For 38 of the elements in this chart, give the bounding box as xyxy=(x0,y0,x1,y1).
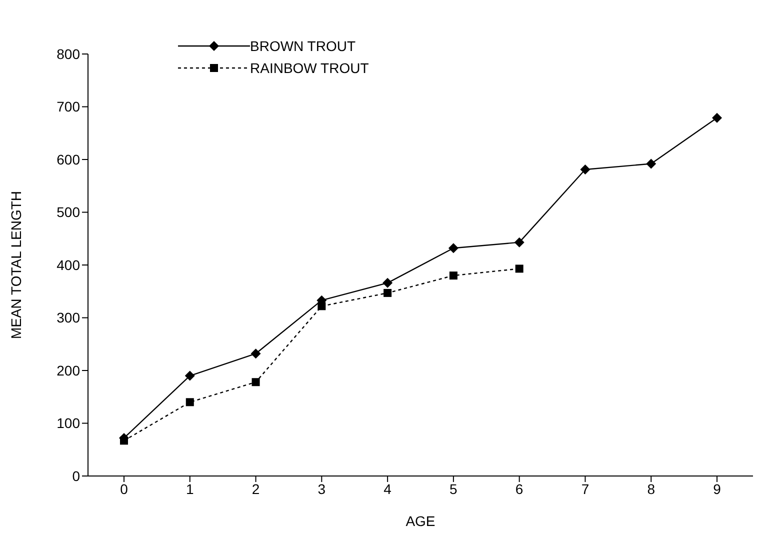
x-axis-title: AGE xyxy=(406,513,436,529)
legend-label: BROWN TROUT xyxy=(250,38,356,54)
point xyxy=(250,348,261,359)
point xyxy=(318,302,326,310)
y-tick-label: 0 xyxy=(72,468,80,484)
y-tick-label: 500 xyxy=(56,204,80,220)
x-tick-label: 7 xyxy=(581,480,590,497)
x-tick-label: 6 xyxy=(515,480,524,497)
point xyxy=(712,112,722,123)
point xyxy=(252,378,260,386)
point xyxy=(448,243,458,254)
y-tick-label: 100 xyxy=(56,415,80,432)
x-tick-label: 1 xyxy=(186,480,194,497)
x-tick-label: 2 xyxy=(252,480,260,497)
point xyxy=(120,436,128,445)
point xyxy=(449,272,458,280)
y-tick-label: 800 xyxy=(56,46,80,62)
y-tick-label: 400 xyxy=(56,256,80,273)
x-tick-label: 3 xyxy=(318,480,326,497)
point xyxy=(184,370,195,381)
y-tick-label: 600 xyxy=(56,151,80,168)
point xyxy=(186,398,194,406)
x-tick-label: 0 xyxy=(120,480,128,497)
point xyxy=(514,237,524,248)
x-tick-label: 9 xyxy=(713,480,722,497)
y-tick-label: 300 xyxy=(56,310,80,326)
point xyxy=(646,158,656,169)
point xyxy=(580,164,590,175)
y-axis-title: MEAN TOTAL LENGTH xyxy=(8,190,24,340)
y-tick-label: 700 xyxy=(56,98,80,115)
x-tick-label: 4 xyxy=(384,480,392,497)
x-tick-label: 8 xyxy=(647,480,656,497)
point xyxy=(382,278,393,288)
x-tick-label: 5 xyxy=(450,480,458,497)
legend-label: RAINBOW TROUT xyxy=(250,60,369,76)
point xyxy=(384,288,392,297)
point xyxy=(515,264,524,273)
y-tick-label: 200 xyxy=(56,362,80,378)
